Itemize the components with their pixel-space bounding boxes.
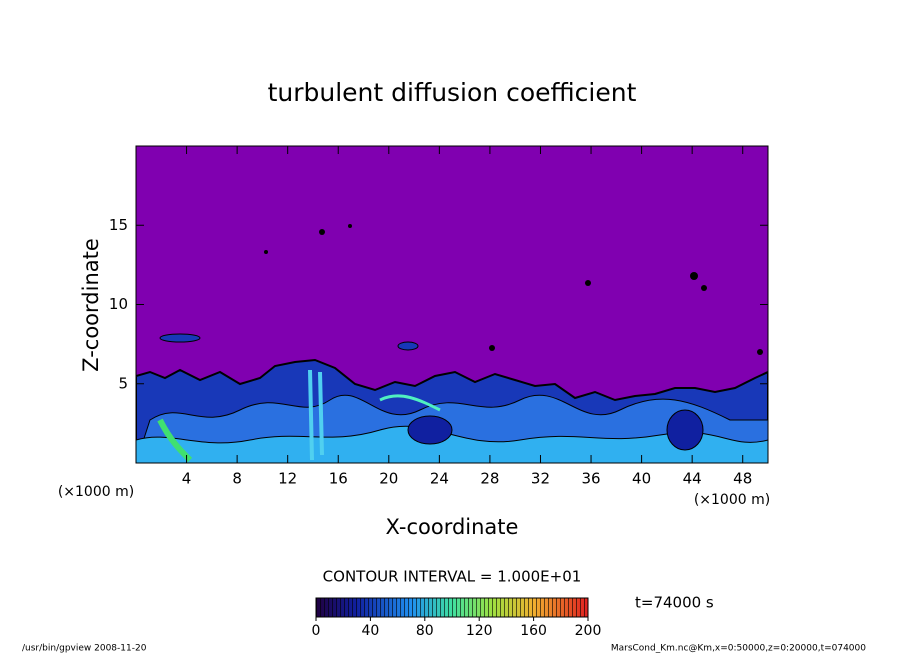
colorbar-tick-label: 0 (312, 623, 321, 639)
x-tick-label: 28 (480, 470, 499, 488)
x-tick-label: 20 (379, 470, 398, 488)
footer-right: MarsCond_Km.nc@Km,x=0:50000,z=0:20000,t=… (611, 644, 866, 654)
y-tick-label: 5 (118, 374, 128, 392)
y-tick-label: 15 (109, 216, 128, 234)
x-tick-label: 8 (232, 470, 242, 488)
colorbar-tick-label: 80 (416, 623, 434, 639)
x-tick-label: 24 (430, 470, 449, 488)
time-label: t=74000 s (635, 594, 714, 612)
colorbar-tick-label: 40 (361, 623, 379, 639)
x-tick-label: 4 (182, 470, 192, 488)
turbulent-layer (136, 224, 768, 463)
colorbar-frame (315, 597, 589, 618)
y-axis-label: Z-coordinate (79, 238, 103, 372)
x-axis-label: X-coordinate (386, 515, 519, 539)
x-tick-label: 16 (329, 470, 348, 488)
contour-interval: CONTOUR INTERVAL = 1.000E+01 (323, 568, 582, 586)
x-tick-label: 44 (683, 470, 702, 488)
colorbar-tick-label: 200 (575, 623, 602, 639)
x-tick-label: 40 (632, 470, 651, 488)
chart-title: turbulent diffusion coefficient (268, 78, 637, 107)
x-tick-label: 48 (733, 470, 752, 488)
x-tick-label: 32 (531, 470, 550, 488)
y-unit: (×1000 m) (58, 484, 134, 500)
colorbar-lines (316, 598, 588, 617)
x-tick-label: 36 (581, 470, 600, 488)
colorbar-tick-label: 160 (520, 623, 547, 639)
x-tick-label: 12 (278, 470, 297, 488)
x-unit: (×1000 m) (694, 492, 770, 508)
footer-left: /usr/bin/gpview 2008-11-20 (22, 644, 147, 654)
y-tick-label: 10 (109, 295, 128, 313)
colorbar-tick-label: 120 (466, 623, 493, 639)
